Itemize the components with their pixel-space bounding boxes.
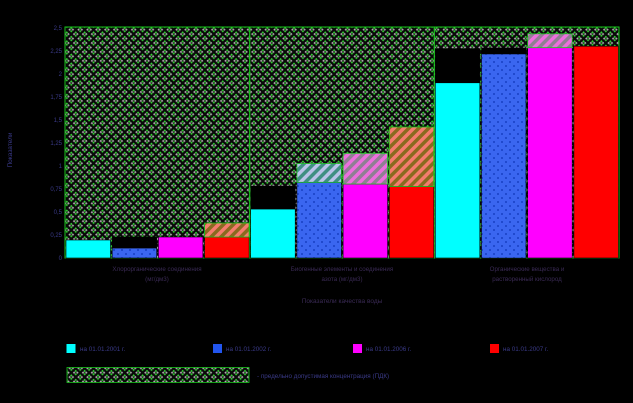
- svg-text:на 01.01.2002 г.: на 01.01.2002 г.: [226, 346, 272, 353]
- svg-text:0,5: 0,5: [54, 210, 63, 216]
- svg-text:Органические вещества и: Органические вещества и: [490, 266, 565, 273]
- svg-text:1,25: 1,25: [50, 141, 62, 147]
- svg-text:растворенный кислород: растворенный кислород: [492, 276, 562, 283]
- svg-text:на 01.01.2007 г.: на 01.01.2007 г.: [503, 346, 549, 353]
- svg-text:Биогенные элементы и соединени: Биогенные элементы и соединения: [291, 266, 393, 273]
- svg-text:1,5: 1,5: [54, 118, 63, 124]
- svg-text:азота (мг/дм3): азота (мг/дм3): [321, 276, 362, 283]
- svg-text:Показатели: Показатели: [7, 132, 14, 167]
- svg-text:Хлорорганические соединения: Хлорорганические соединения: [112, 266, 201, 273]
- svg-text:на 01.01.2006 г.: на 01.01.2006 г.: [366, 346, 412, 353]
- svg-text:0,25: 0,25: [50, 233, 62, 239]
- svg-text:(мг/дм3): (мг/дм3): [145, 276, 169, 283]
- svg-text:0,75: 0,75: [50, 187, 62, 193]
- svg-text:1,75: 1,75: [50, 95, 62, 101]
- svg-text:Показатели качества воды: Показатели качества воды: [302, 298, 383, 305]
- svg-text:2,25: 2,25: [50, 49, 62, 55]
- svg-text:2,5: 2,5: [54, 26, 63, 32]
- svg-text:- предельно допустимая концент: - предельно допустимая концентрация (ПДК…: [257, 373, 389, 380]
- svg-text:на 01.01.2001 г.: на 01.01.2001 г.: [80, 346, 126, 353]
